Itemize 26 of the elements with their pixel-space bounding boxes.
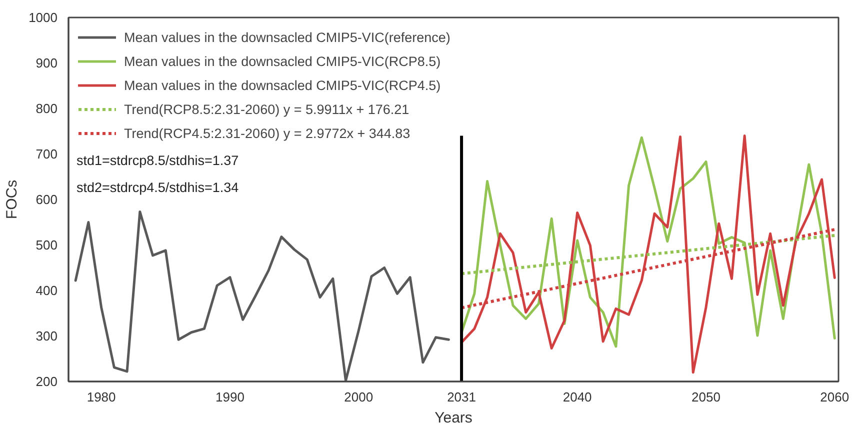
line-series [74,210,450,382]
legend-label: Mean values in the downsacled CMIP5-VIC(RCP4.5) [124,78,441,92]
y-tick-label: 500 [36,238,58,252]
y-tick-label: 600 [36,192,58,207]
legend-label: Trend(RCP8.5:2.31-2060) y = 5.9911x + 176.21 [124,102,410,116]
legend-label: Trend(RCP4.5:2.31-2060) y = 2.9772x + 344.83 [124,126,410,140]
y-tick-label: 700 [36,146,58,162]
y-tick-label: 1000 [28,10,58,25]
x-tick-label: 2050 [692,390,720,404]
x-tick-label: 2031 [447,390,476,404]
y-tick-label: 900 [36,56,58,70]
y-tick-label: 800 [36,101,58,116]
y-tick-label: 200 [36,374,58,389]
x-tick-label: 1990 [216,390,244,404]
annotation: std1=stdrcp8.5/stdhis=1.37 [76,153,239,168]
y-axis-title: FOCs [4,180,21,220]
x-tick-label: 2060 [820,390,850,404]
legend-label: Mean values in the downsacled CMIP5-VIC(reference) [124,30,450,44]
x-axis-title: Years [434,410,472,426]
annotation: std2=stdrcp4.5/stdhis=1.34 [76,180,240,195]
x-tick-label: 1980 [86,390,116,404]
y-tick-label: 300 [36,328,58,344]
y-tick-label: 400 [36,283,58,298]
legend-label: Mean values in the downsacled CMIP5-VIC(RCP8.5) [124,54,441,68]
x-tick-label: 2000 [344,390,374,404]
x-tick-label: 2040 [562,390,592,404]
